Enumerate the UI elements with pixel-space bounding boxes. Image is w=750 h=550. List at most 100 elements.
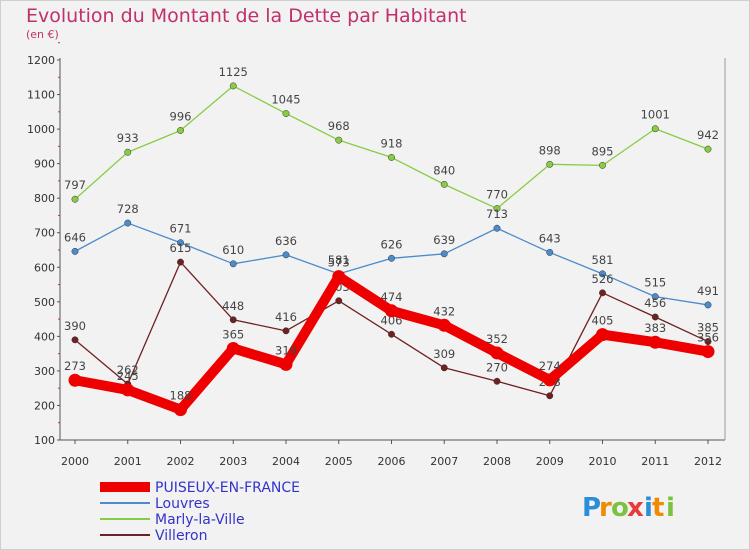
data-label: 840	[433, 163, 455, 177]
data-point	[599, 289, 606, 297]
data-label: 491	[697, 284, 719, 298]
data-label: 639	[433, 233, 455, 247]
legend-entry: Louvres	[155, 496, 210, 512]
y-tick-label: 300	[34, 365, 55, 378]
data-point	[437, 318, 451, 332]
brand-letter: i	[644, 493, 653, 523]
y-tick-label: 1100	[27, 89, 55, 102]
data-point	[490, 346, 504, 360]
y-tick-label: 600	[34, 261, 55, 274]
data-point	[71, 195, 79, 203]
data-label: 1001	[641, 108, 670, 122]
x-tick-label: 2003	[219, 455, 247, 468]
data-point	[121, 383, 135, 397]
data-point	[332, 270, 346, 284]
y-tick-label: 1000	[27, 123, 55, 136]
data-point	[648, 335, 662, 349]
data-label: 273	[64, 359, 86, 373]
data-label: 610	[222, 243, 244, 257]
y-tick-label: 500	[34, 296, 55, 309]
x-tick-label: 2002	[167, 455, 195, 468]
data-point	[388, 254, 395, 262]
data-label: 581	[328, 253, 350, 267]
data-label: 933	[117, 131, 139, 145]
data-point	[71, 336, 79, 344]
brand-letter: x	[627, 493, 644, 523]
x-tick-label: 2001	[114, 455, 142, 468]
data-label: 797	[64, 178, 86, 192]
data-point	[177, 258, 184, 266]
data-point	[282, 110, 290, 117]
y-tick-label: 1200	[27, 54, 55, 67]
data-label: 615	[170, 241, 192, 255]
x-tick-label: 2008	[483, 455, 511, 468]
data-label: 309	[433, 347, 455, 361]
data-label: 713	[486, 207, 508, 221]
data-point	[546, 248, 554, 256]
chart-subtitle: (en €)	[26, 28, 59, 41]
data-point	[174, 403, 187, 417]
series-puiseux-en-france: 273 245 188 365 319 573 474 432 352 274 405 383 356	[64, 256, 719, 417]
data-label: 383	[644, 321, 666, 335]
data-point	[226, 341, 240, 355]
data-label: 895	[592, 144, 614, 158]
data-label: 1125	[219, 65, 248, 79]
y-tick-label: 100	[34, 434, 55, 447]
x-tick-label: 2011	[641, 455, 669, 468]
data-label: 385	[697, 321, 719, 335]
data-point	[493, 205, 501, 212]
axes: 100 200 300 400 500 600 700 800 900 1000 1100 1200 2…	[27, 42, 726, 468]
data-label: 270	[486, 360, 508, 374]
data-label: 262	[117, 363, 139, 377]
y-tick-label: 200	[34, 399, 55, 412]
legend-entry: Marly-la-Ville	[155, 512, 245, 528]
brand-letter: P	[582, 493, 601, 523]
data-point	[596, 328, 609, 342]
y-tick-label: 800	[34, 192, 55, 205]
data-point	[651, 125, 659, 133]
x-tick-label: 2005	[325, 455, 353, 468]
data-point	[546, 160, 554, 168]
series-marly-la-ville: 797 933 996 1125 1045 968 918 840 770 898 895 1001 9…	[64, 65, 719, 212]
data-point	[388, 153, 395, 161]
data-label: 581	[592, 253, 614, 267]
x-tick-label: 2006	[378, 455, 406, 468]
y-tick-label: 400	[34, 330, 55, 343]
data-point	[704, 338, 712, 345]
data-point	[651, 313, 659, 321]
legend-entry: PUISEUX-EN-FRANCE	[155, 480, 300, 496]
data-point	[229, 82, 237, 90]
data-point	[704, 145, 712, 153]
data-label: 671	[170, 222, 192, 236]
data-label: 352	[486, 332, 508, 346]
data-label: 416	[275, 310, 297, 324]
data-point	[440, 250, 448, 258]
data-point	[599, 161, 606, 169]
data-label: 356	[697, 331, 719, 345]
data-point	[282, 251, 290, 259]
data-point	[279, 357, 293, 371]
series-villeron: 390262615448416503406309270228526456385	[64, 241, 719, 400]
data-point	[229, 260, 237, 268]
data-point	[335, 297, 343, 305]
data-label: 770	[486, 188, 508, 202]
data-label: 996	[170, 109, 192, 123]
data-label: 918	[381, 136, 403, 150]
data-point	[543, 373, 557, 387]
data-point	[335, 136, 343, 144]
data-point	[651, 293, 659, 301]
data-label: 626	[381, 237, 403, 251]
legend: PUISEUX-EN-FRANCELouvresMarly-la-VilleVi…	[100, 480, 300, 544]
data-label: 245	[117, 369, 139, 383]
data-point	[177, 239, 184, 247]
data-label: 188	[170, 389, 192, 403]
data-point	[124, 148, 132, 156]
data-label: 1045	[271, 93, 300, 107]
data-label: 274	[539, 359, 561, 373]
data-label: 728	[117, 202, 139, 216]
y-tick-label: 900	[34, 158, 55, 171]
x-tick-label: 2004	[272, 455, 300, 468]
